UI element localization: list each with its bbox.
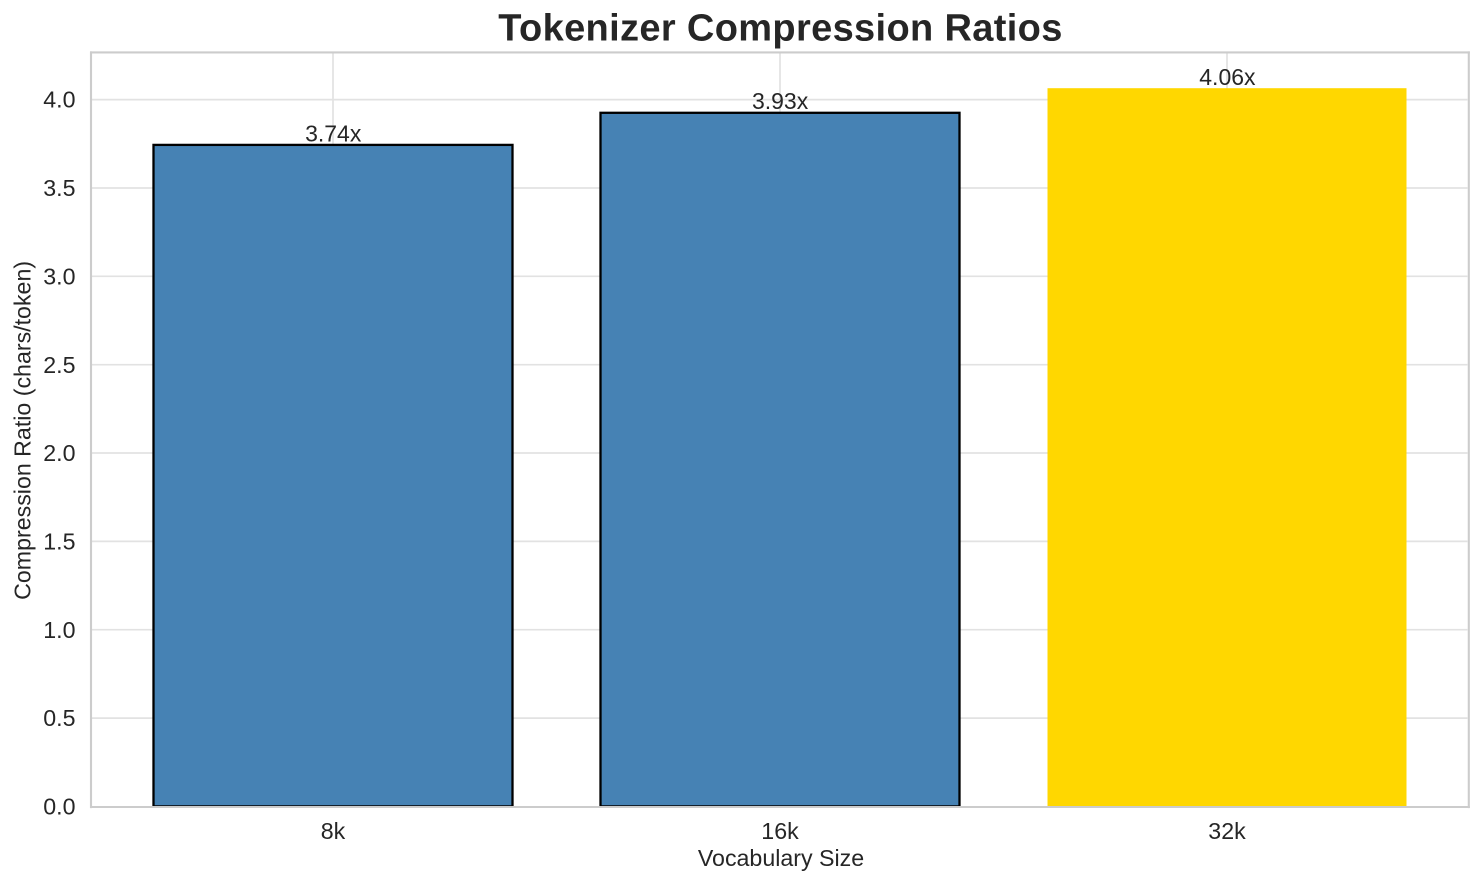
svg-text:2.5: 2.5 bbox=[43, 352, 75, 378]
svg-text:8k: 8k bbox=[321, 818, 346, 844]
svg-text:0.0: 0.0 bbox=[43, 794, 75, 820]
svg-text:4.06x: 4.06x bbox=[1199, 64, 1256, 90]
svg-text:16k: 16k bbox=[761, 818, 799, 844]
svg-text:3.93x: 3.93x bbox=[752, 88, 809, 114]
svg-text:Tokenizer Compression Ratios: Tokenizer Compression Ratios bbox=[498, 7, 1062, 49]
svg-text:1.5: 1.5 bbox=[43, 529, 75, 555]
svg-text:1.0: 1.0 bbox=[43, 617, 75, 643]
svg-text:2.0: 2.0 bbox=[43, 440, 75, 466]
svg-text:4.0: 4.0 bbox=[43, 87, 75, 113]
svg-text:3.0: 3.0 bbox=[43, 263, 75, 289]
svg-text:Compression Ratio (chars/token: Compression Ratio (chars/token) bbox=[10, 261, 36, 600]
svg-text:Vocabulary Size: Vocabulary Size bbox=[698, 845, 864, 871]
svg-text:32k: 32k bbox=[1208, 818, 1246, 844]
svg-text:3.74x: 3.74x bbox=[305, 120, 362, 146]
svg-text:0.5: 0.5 bbox=[43, 705, 75, 731]
svg-text:3.5: 3.5 bbox=[43, 175, 75, 201]
